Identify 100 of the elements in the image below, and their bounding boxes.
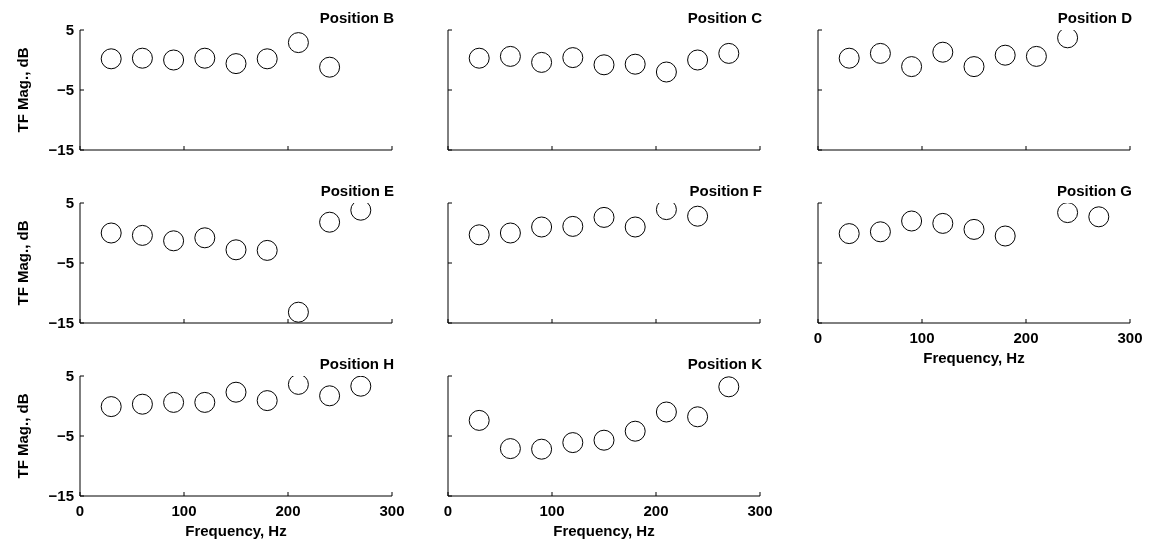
x-tick-label: 300 [379,501,405,519]
y-tick-label: 5 [65,194,74,212]
point [593,206,615,228]
point [100,396,122,418]
point [869,42,891,64]
chart-title: Position E [320,182,394,199]
point [287,32,309,54]
point [901,56,923,78]
x-tick-label: 0 [75,501,85,519]
x-tick-label: 0 [813,328,823,346]
point [994,44,1016,66]
y-tick-label: −5 [56,427,74,445]
point [593,54,615,76]
point [225,239,247,261]
y-tick-label: −15 [48,141,74,159]
point [468,409,490,431]
y-tick-label: 5 [65,367,74,385]
x-axis-title: Frequency, Hz [922,349,1026,366]
point [531,438,553,460]
point [963,56,985,78]
point [287,301,309,323]
point [256,390,278,412]
point [838,223,860,245]
point [100,222,122,244]
point [869,221,891,243]
point [319,211,341,233]
point [225,381,247,403]
point [1088,206,1110,228]
point [655,401,677,423]
point [131,47,153,69]
y-tick-label: 5 [65,21,74,39]
point [562,215,584,237]
x-axis-title: Frequency, Hz [552,522,656,539]
point [624,216,646,238]
point [624,420,646,442]
point [256,239,278,261]
y-axis-title: TF Mag., dB [14,47,31,133]
point [593,429,615,451]
x-axis-title: Frequency, Hz [184,522,288,539]
point [655,61,677,83]
x-tick-label: 100 [539,501,565,519]
point [499,45,521,67]
point [100,48,122,70]
point [687,205,709,227]
point [287,376,309,395]
point [163,391,185,413]
chart-title: Position D [1057,9,1132,26]
point [499,222,521,244]
x-tick-label: 300 [747,501,773,519]
point [687,406,709,428]
point [932,212,954,234]
x-tick-label: 300 [1117,328,1143,346]
point [531,216,553,238]
point [901,210,923,232]
point [194,227,216,249]
point [562,432,584,454]
point [163,230,185,252]
chart-title: Position G [1057,182,1132,199]
y-tick-label: −5 [56,254,74,272]
point [624,53,646,75]
chart-title: Position K [687,355,762,372]
point [994,225,1016,247]
point [225,53,247,75]
y-axis-title: TF Mag., dB [14,220,31,306]
point [718,42,740,64]
y-tick-label: −15 [48,314,74,332]
x-tick-label: 200 [643,501,669,519]
x-tick-label: 200 [1013,328,1039,346]
point [687,49,709,71]
x-tick-label: 100 [909,328,935,346]
point [319,385,341,407]
chart-title: Position H [319,355,394,372]
point [1057,203,1079,224]
point [932,41,954,63]
point [256,48,278,70]
point [1025,45,1047,67]
x-tick-label: 0 [443,501,453,519]
point [562,47,584,69]
y-tick-label: −5 [56,81,74,99]
point [499,438,521,460]
point [963,218,985,240]
chart-title: Position F [689,182,762,199]
chart-title: Position C [687,9,762,26]
point [350,203,372,221]
point [194,47,216,69]
x-tick-label: 200 [275,501,301,519]
point [319,56,341,78]
point [350,376,372,397]
point [194,391,216,413]
y-tick-label: −15 [48,487,74,505]
point [531,51,553,73]
point [838,47,860,69]
point [468,47,490,69]
point [468,224,490,246]
y-axis-title: TF Mag., dB [14,393,31,479]
point [163,49,185,71]
point [131,393,153,415]
point [718,376,740,398]
point [131,224,153,246]
x-tick-label: 100 [171,501,197,519]
